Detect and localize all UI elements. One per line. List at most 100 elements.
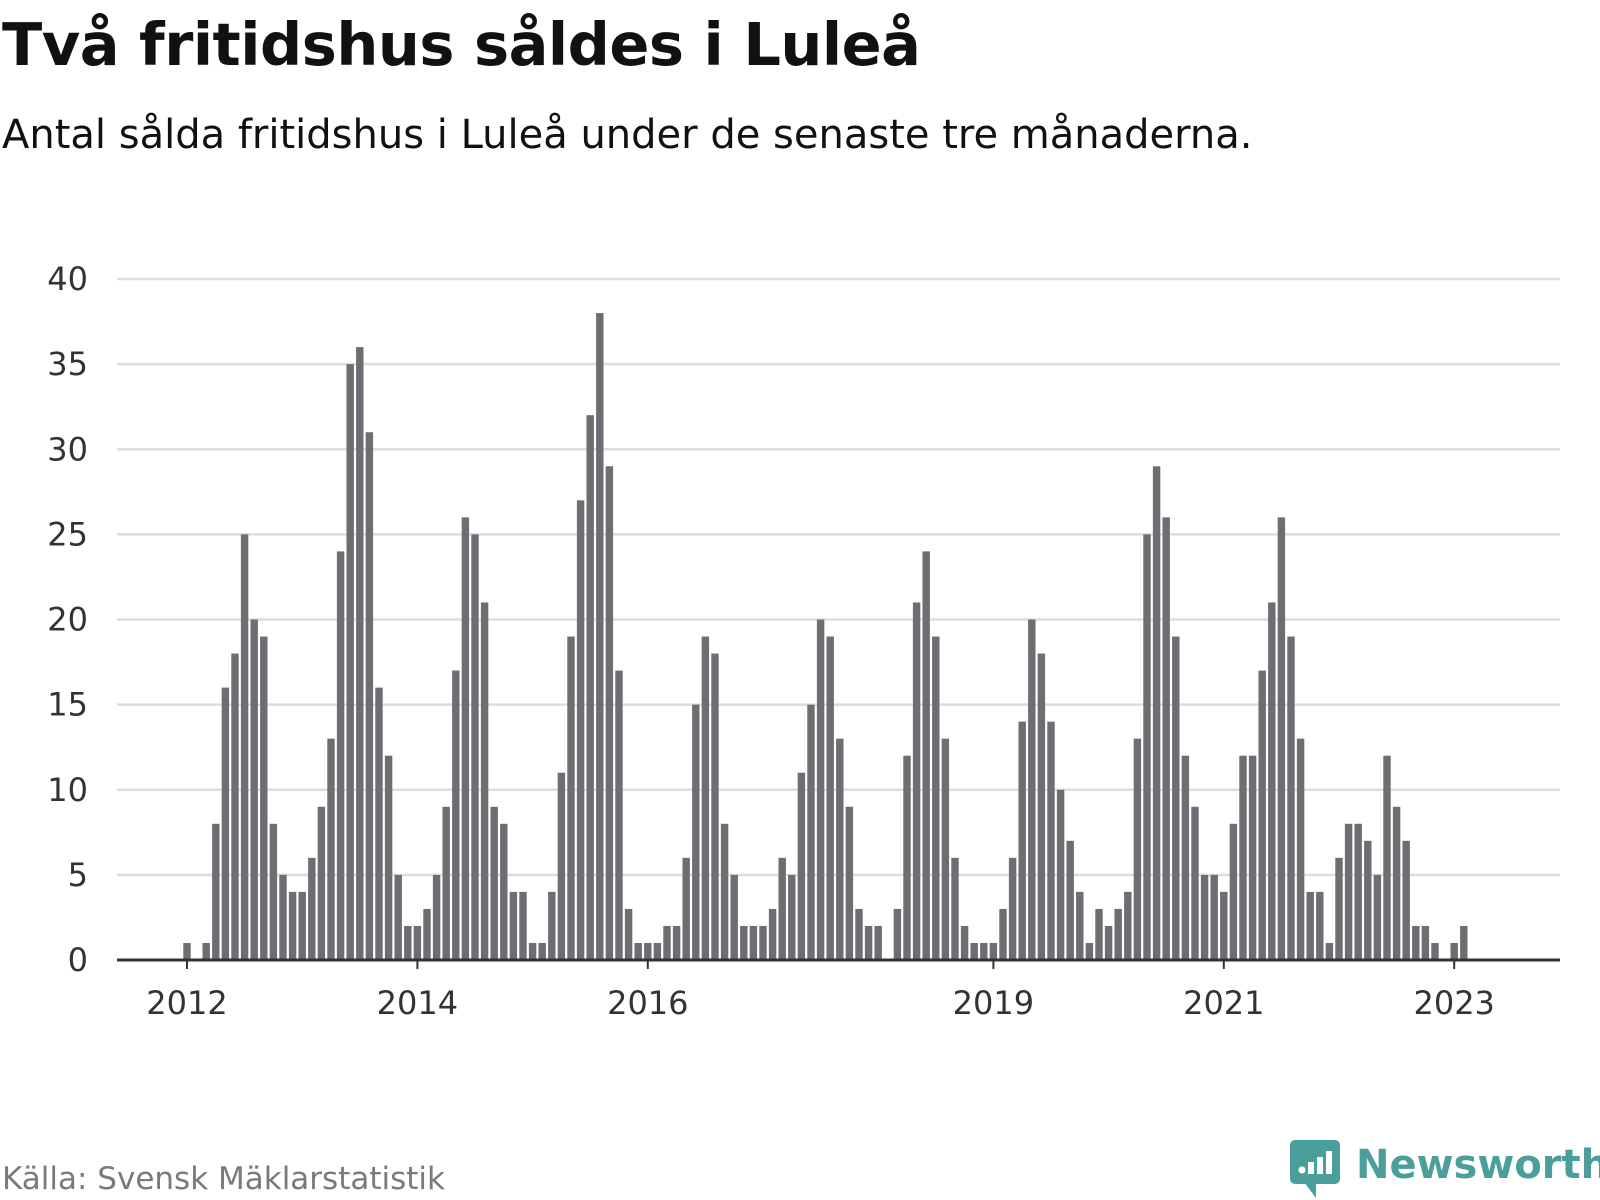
bar bbox=[404, 925, 412, 960]
bar bbox=[941, 738, 950, 960]
bar bbox=[260, 636, 268, 960]
bar bbox=[1277, 517, 1286, 960]
bar bbox=[768, 908, 777, 960]
bar bbox=[903, 755, 911, 960]
bar bbox=[1095, 908, 1103, 960]
bar bbox=[1373, 874, 1382, 961]
bar bbox=[375, 687, 383, 960]
bar bbox=[336, 551, 345, 960]
bar bbox=[749, 925, 758, 960]
bar bbox=[682, 857, 690, 960]
bar bbox=[452, 670, 460, 960]
bar bbox=[1085, 942, 1094, 960]
bar bbox=[1229, 823, 1238, 960]
bar bbox=[519, 891, 527, 960]
y-tick-label: 5 bbox=[68, 856, 88, 894]
x-tick-label: 2019 bbox=[953, 984, 1034, 1022]
brand-name: Newsworthy bbox=[1356, 1142, 1600, 1188]
bar bbox=[212, 823, 220, 960]
bar bbox=[1200, 874, 1209, 961]
bar bbox=[778, 857, 786, 960]
y-tick-label: 40 bbox=[47, 260, 88, 298]
y-tick-label: 20 bbox=[47, 601, 88, 639]
bar bbox=[365, 432, 374, 961]
bar bbox=[672, 925, 681, 960]
bar bbox=[999, 908, 1007, 960]
bar bbox=[528, 942, 537, 960]
bar bbox=[471, 534, 479, 961]
data-label: 2 bbox=[1473, 0, 1493, 8]
bar bbox=[1364, 840, 1372, 960]
bar bbox=[1018, 721, 1026, 960]
bar bbox=[1412, 925, 1420, 960]
bar bbox=[250, 619, 258, 960]
bar bbox=[970, 942, 978, 960]
bar bbox=[1172, 636, 1180, 960]
bar bbox=[288, 891, 297, 960]
bar bbox=[730, 874, 738, 961]
bar bbox=[308, 857, 316, 960]
bar bbox=[432, 874, 441, 961]
bar bbox=[202, 942, 210, 960]
bar bbox=[634, 942, 642, 960]
bar bbox=[711, 653, 719, 960]
bar bbox=[596, 313, 604, 960]
bar bbox=[480, 602, 489, 960]
bar bbox=[615, 670, 623, 960]
bar bbox=[231, 653, 239, 960]
bar bbox=[855, 908, 863, 960]
bar bbox=[221, 687, 230, 960]
bar bbox=[586, 415, 594, 960]
bar bbox=[845, 806, 854, 960]
bar bbox=[1181, 755, 1190, 960]
bar bbox=[836, 738, 844, 960]
bar bbox=[413, 925, 422, 960]
bar bbox=[1258, 670, 1266, 960]
bar bbox=[442, 806, 450, 960]
bar bbox=[912, 602, 921, 960]
bar bbox=[384, 755, 393, 960]
bar bbox=[576, 500, 585, 960]
bar bbox=[567, 636, 575, 960]
bar bbox=[701, 636, 710, 960]
bar bbox=[461, 517, 470, 960]
chart-title: Två fritidshus såldes i Luleå bbox=[2, 10, 921, 79]
bar bbox=[644, 942, 652, 960]
bar bbox=[1460, 925, 1468, 960]
bar bbox=[922, 551, 930, 960]
bar bbox=[980, 942, 988, 960]
bar bbox=[1306, 891, 1314, 960]
bar bbox=[1287, 636, 1295, 960]
y-tick-label: 15 bbox=[47, 686, 88, 724]
x-tick-label: 2012 bbox=[146, 984, 227, 1022]
bar bbox=[864, 925, 873, 960]
bar bbox=[1191, 806, 1199, 960]
bar bbox=[1248, 755, 1257, 960]
bar bbox=[500, 823, 508, 960]
bar bbox=[960, 925, 969, 960]
bar bbox=[269, 823, 278, 960]
newsworthy-logo-icon bbox=[1290, 1140, 1340, 1198]
bar bbox=[1421, 925, 1430, 960]
bar bbox=[653, 942, 662, 960]
chart-subtitle: Antal sålda fritidshus i Luleå under de … bbox=[2, 112, 1253, 158]
bar bbox=[557, 772, 566, 960]
bar bbox=[759, 925, 767, 960]
bar bbox=[1114, 908, 1122, 960]
bar bbox=[1220, 891, 1228, 960]
source-note: Källa: Svensk Mäklarstatistik bbox=[2, 1161, 445, 1197]
bar bbox=[317, 806, 326, 960]
bar bbox=[1056, 789, 1065, 960]
bar bbox=[1047, 721, 1055, 960]
bar bbox=[826, 636, 834, 960]
axes: 0 5 10 15 20 25 30 35 40 2012 2014 2016 2019 2021 2023… bbox=[47, 0, 1560, 1022]
bar bbox=[1133, 738, 1142, 960]
x-tick-label: 2016 bbox=[607, 984, 688, 1022]
bar bbox=[893, 908, 902, 960]
bar bbox=[1037, 653, 1046, 960]
bar bbox=[1124, 891, 1132, 960]
bar bbox=[788, 874, 796, 961]
bar bbox=[797, 772, 806, 960]
y-tick-label: 35 bbox=[47, 345, 88, 383]
bar bbox=[1354, 823, 1362, 960]
